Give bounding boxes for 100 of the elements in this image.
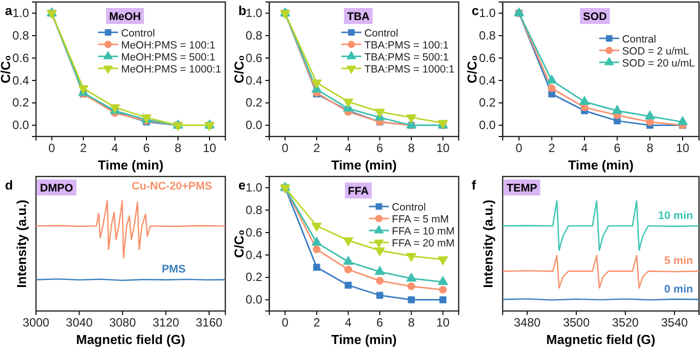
x-tick-label: 4 <box>344 141 352 156</box>
x-axis-title: Time (min) <box>331 332 397 347</box>
x-tick-label: 8 <box>408 316 415 330</box>
series-label: 0 min <box>664 283 694 296</box>
x-axis-title: Time (min) <box>568 158 634 172</box>
y-tick-label: 0.2 <box>246 270 263 284</box>
y-tick-label: 0.8 <box>246 28 263 42</box>
y-axis-title: C/C₀ <box>464 54 480 84</box>
text: MeOH <box>109 11 141 23</box>
chart-title: TEMP <box>506 182 538 194</box>
x-axis-title: Time (min) <box>98 158 164 172</box>
legend-label: Control <box>392 202 426 214</box>
y-axis-title: C/C₀ <box>0 54 13 84</box>
point <box>438 286 447 294</box>
x-tick-label: 6 <box>143 141 150 156</box>
legend-label: MeOH:PMS = 500:1 <box>121 51 216 64</box>
point <box>408 296 415 304</box>
legend-label: SOD = 20 u/mL <box>622 57 695 70</box>
x-tick-label: 6 <box>376 141 384 156</box>
series-label: 10 min <box>658 210 694 222</box>
point <box>612 104 622 114</box>
x-tick-label: 8 <box>174 141 182 156</box>
y-tick-label: 0.8 <box>12 28 30 42</box>
legend-label: Control <box>364 27 398 40</box>
legend-label: MeOH:PMS = 100:1 <box>121 39 216 52</box>
legend-label: TBA:PMS = 1000:1 <box>364 63 455 76</box>
x-tick-label: 8 <box>646 141 654 156</box>
legend-label: Control <box>121 27 155 40</box>
x-tick-label: 3120 <box>152 316 180 330</box>
series-label: PMS <box>162 264 186 276</box>
point <box>376 276 384 285</box>
y-tick-label: 1.0 <box>246 180 263 195</box>
point <box>438 256 448 266</box>
x-tick-label: 0 <box>48 141 56 156</box>
x-tick-label: 6 <box>614 141 621 156</box>
point <box>406 272 417 282</box>
y-tick-label: 0.6 <box>478 50 496 65</box>
x-tick-label: 3480 <box>514 316 541 330</box>
x-tick-label: 10 <box>436 316 450 330</box>
point <box>313 264 320 271</box>
x-tick-label: 0 <box>282 316 289 330</box>
x-tick-label: 8 <box>408 141 415 156</box>
point <box>644 110 656 120</box>
x-tick-label: 10 <box>676 141 690 156</box>
point <box>407 282 416 290</box>
x-tick-label: 3160 <box>196 316 223 330</box>
chart-title: DMPO <box>40 182 74 194</box>
y-tick-label: 0.0 <box>12 118 30 132</box>
point <box>312 245 321 254</box>
text: f <box>472 178 477 192</box>
x-axis-title: Time (min) <box>331 158 397 172</box>
point <box>677 116 688 126</box>
point <box>439 296 446 304</box>
point <box>376 292 384 299</box>
x-tick-label: 2 <box>313 316 320 330</box>
y-axis-title: Intensity (a.u.) <box>14 200 29 288</box>
y-tick-label: 0.0 <box>246 292 263 307</box>
x-tick-label: 3080 <box>109 316 136 330</box>
point <box>311 222 322 232</box>
y-tick-label: 0.0 <box>246 118 263 132</box>
x-tick-label: 2 <box>548 141 556 156</box>
text: c <box>472 3 479 18</box>
x-tick-label: 0 <box>282 141 289 156</box>
text: SOD <box>582 11 607 23</box>
legend-label: FFA = 10 mM <box>392 226 455 238</box>
y-tick-label: 0.2 <box>478 96 496 110</box>
y-tick-label: 1.0 <box>12 6 30 20</box>
x-tick-label: 2 <box>80 141 87 156</box>
legend-label: FFA = 20 mM <box>392 238 455 250</box>
x-axis-title: Magnetic field (G) <box>546 332 656 347</box>
x-tick-label: 0 <box>516 141 523 156</box>
point <box>343 237 354 246</box>
y-axis-title: Intensity (a.u.) <box>480 200 496 288</box>
legend-label: MeOH:PMS = 1000:1 <box>121 63 222 76</box>
point <box>579 96 590 105</box>
y-tick-label: 0.8 <box>478 28 496 42</box>
legend-label: FFA = 5 mM <box>392 214 449 226</box>
point <box>374 247 385 256</box>
x-tick-label: 10 <box>202 141 217 156</box>
x-tick-label: 3540 <box>661 316 688 330</box>
point <box>344 266 352 274</box>
y-tick-label: 0.6 <box>246 50 263 65</box>
x-tick-label: 4 <box>112 141 119 156</box>
point <box>406 252 417 262</box>
text: a <box>5 3 13 18</box>
text: b <box>238 3 246 18</box>
x-tick-label: 4 <box>581 141 588 156</box>
y-tick-label: 1.0 <box>478 6 496 20</box>
x-tick-label: 4 <box>344 316 352 330</box>
x-tick-label: 3520 <box>612 316 640 330</box>
legend-label: TBA:PMS = 100:1 <box>364 39 449 52</box>
text: FFA <box>348 186 369 198</box>
y-tick-label: 0.6 <box>246 225 263 240</box>
x-tick-label: 6 <box>376 316 384 330</box>
legend-label: Contral <box>622 33 656 46</box>
text: d <box>5 178 13 192</box>
point <box>546 74 557 84</box>
y-tick-label: 0.4 <box>12 73 30 88</box>
legend-label: SOD = 2 u/mL <box>622 45 690 58</box>
point <box>344 282 352 289</box>
